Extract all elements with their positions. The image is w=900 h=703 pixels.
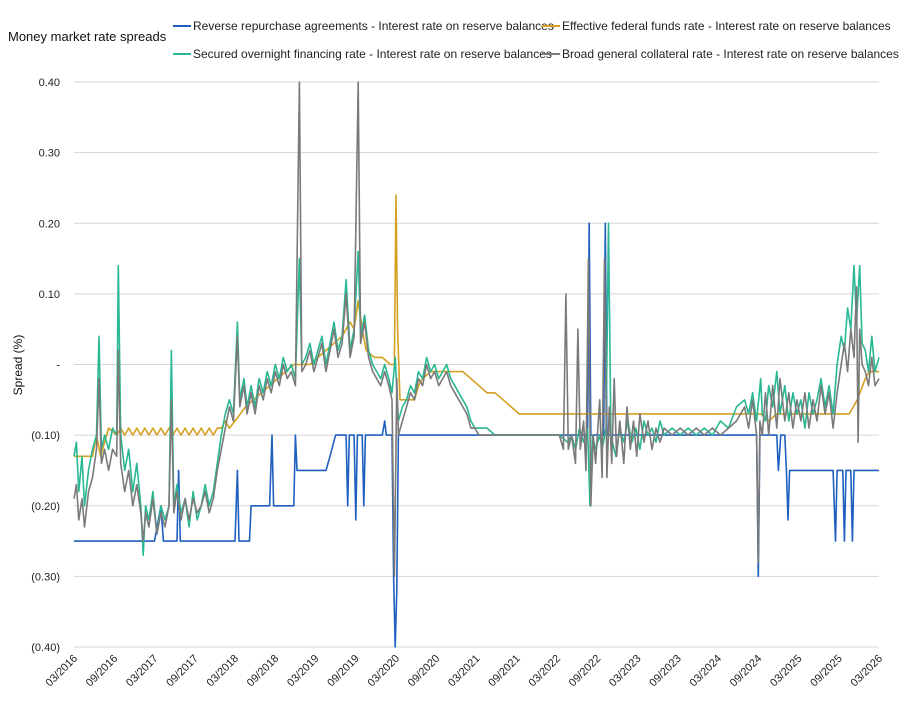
y-tick-label: (0.10)	[31, 430, 60, 442]
x-tick-label: 03/2018	[205, 653, 242, 690]
x-tick-label: 03/2017	[124, 653, 161, 690]
x-axis-ticks: 03/2016 09/2016 03/2017 09/2017 03/2018 09/20…	[44, 653, 886, 690]
series-lines	[73, 81, 880, 648]
x-tick-label: 09/2025	[808, 653, 845, 690]
x-tick-label: 03/2021	[446, 653, 483, 690]
x-tick-label: 03/2024	[688, 653, 725, 690]
y-tick-label: 0.30	[39, 148, 60, 160]
legend-label-0: Reverse repurchase agreements - Interest…	[193, 19, 554, 33]
x-tick-label: 03/2020	[366, 653, 403, 690]
x-tick-label: 09/2016	[84, 653, 121, 690]
legend-label-1: Effective federal funds rate - Interest …	[562, 19, 891, 33]
x-tick-label: 03/2022	[527, 653, 564, 690]
x-tick-label: 03/2025	[768, 653, 805, 690]
legend-label-3: Broad general collateral rate - Interest…	[562, 47, 899, 61]
x-tick-label: 09/2023	[647, 653, 684, 690]
x-tick-label: 09/2022	[567, 653, 604, 690]
y-axis-title: Spread (%)	[11, 335, 25, 396]
y-tick-label: (0.20)	[31, 501, 60, 513]
x-tick-label: 03/2016	[44, 653, 81, 690]
x-tick-label: 09/2017	[164, 653, 201, 690]
x-tick-label: 09/2020	[406, 653, 443, 690]
legend: Reverse repurchase agreements - Interest…	[173, 19, 899, 61]
y-tick-label: 0.10	[39, 289, 60, 301]
chart-title: Money market rate spreads	[8, 29, 167, 44]
y-tick-label: -	[56, 360, 60, 372]
series-line-2	[73, 222, 880, 556]
x-tick-label: 03/2023	[607, 653, 644, 690]
y-tick-label: (0.40)	[31, 642, 60, 654]
x-tick-label: 03/2019	[285, 653, 322, 690]
y-axis-ticks: 0.40 0.30 0.20 0.10 - (0.10) (0.20) (0.30) (0.40…	[31, 77, 60, 654]
x-tick-label: 09/2021	[486, 653, 523, 690]
y-tick-label: (0.30)	[31, 571, 60, 583]
y-tick-label: 0.20	[39, 218, 60, 230]
series-line-0	[74, 222, 879, 648]
x-tick-label: 09/2018	[245, 653, 282, 690]
x-tick-label: 09/2024	[728, 653, 765, 690]
legend-label-2: Secured overnight financing rate - Inter…	[193, 47, 552, 61]
y-tick-label: 0.40	[39, 77, 60, 89]
series-line-3	[73, 81, 880, 578]
series-line-1	[74, 194, 879, 458]
x-tick-label: 09/2019	[325, 653, 362, 690]
x-tick-label: 03/2026	[849, 653, 886, 690]
